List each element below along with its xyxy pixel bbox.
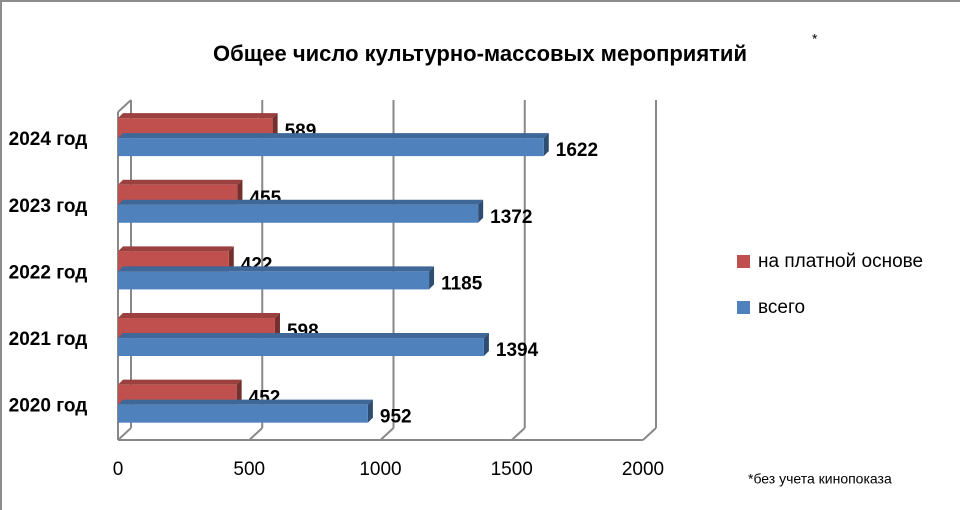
y-tick-label: 2023 год xyxy=(9,196,88,217)
grid-line-floor xyxy=(379,427,395,441)
bar-side xyxy=(272,113,278,139)
bar-top xyxy=(118,333,489,339)
bar-side xyxy=(367,399,373,423)
y-tick-label: 2021 год xyxy=(9,329,88,350)
bar xyxy=(118,138,544,157)
y-tick-label: 2020 год xyxy=(9,396,88,417)
bar-side xyxy=(274,313,280,339)
bar-top xyxy=(118,179,243,185)
bar-side xyxy=(543,133,549,157)
y-tick-label: 2022 год xyxy=(9,262,88,283)
bar-side xyxy=(478,199,484,223)
wall-edge xyxy=(117,99,132,113)
x-tick-label: 0 xyxy=(113,459,124,480)
bar-side xyxy=(237,179,243,205)
bar-side xyxy=(236,379,242,405)
legend-label: на платной основе xyxy=(758,251,923,272)
bar-top xyxy=(118,133,549,139)
bar-top xyxy=(118,246,234,252)
bar-top xyxy=(118,379,242,385)
value-label: 1372 xyxy=(490,207,532,228)
y-tick-label: 2024 год xyxy=(9,129,88,150)
grid-line-floor xyxy=(511,427,526,441)
x-tick-label: 500 xyxy=(233,459,265,480)
bar-top xyxy=(118,113,278,119)
bar-top xyxy=(118,313,280,319)
grid-line-floor xyxy=(248,427,263,441)
bar-side xyxy=(228,246,234,272)
value-label: 952 xyxy=(380,407,412,428)
bar xyxy=(118,338,484,357)
x-tick-label: 1500 xyxy=(491,459,533,480)
value-label: 1185 xyxy=(441,273,483,294)
legend-swatch xyxy=(737,301,750,314)
x-tick-label: 2000 xyxy=(622,459,664,480)
bar-top xyxy=(118,399,373,405)
title-mark: * xyxy=(812,31,818,47)
x-tick-label: 1000 xyxy=(359,459,401,480)
grid-line-floor xyxy=(117,427,132,441)
legend-label: всего xyxy=(758,297,805,318)
grid-line-floor xyxy=(642,427,657,441)
value-label: 1622 xyxy=(556,140,598,161)
note: *без учета кинопоказа xyxy=(748,471,892,487)
chart-title: Общее число культурно-массовых мероприят… xyxy=(213,41,747,66)
bar xyxy=(118,204,479,223)
bar xyxy=(118,404,368,423)
bar-side xyxy=(429,266,435,290)
bar-side xyxy=(483,333,489,357)
bar-top xyxy=(118,199,484,205)
value-label: 1394 xyxy=(496,340,539,361)
legend-swatch xyxy=(737,255,750,268)
bar xyxy=(118,271,430,290)
bar-top xyxy=(118,266,435,272)
